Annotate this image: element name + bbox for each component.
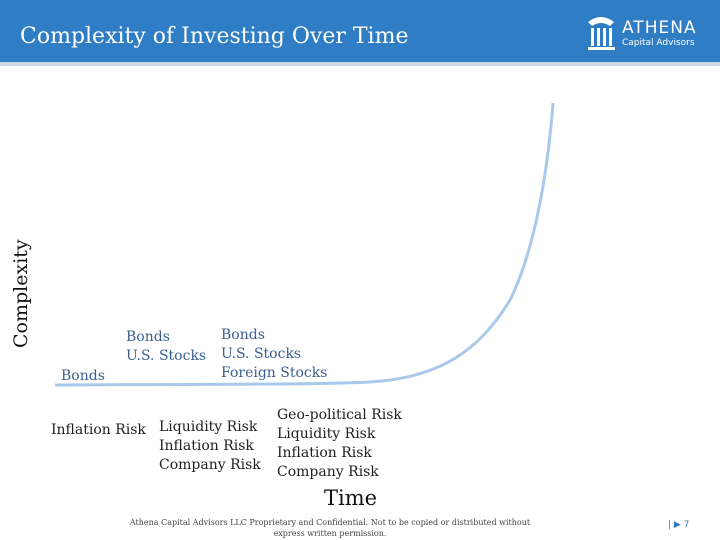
stage-3-asset: Foreign Stocks — [221, 365, 328, 381]
stage-2-risk: Inflation Risk — [159, 438, 254, 454]
stage-3-risk: Inflation Risk — [277, 445, 372, 461]
complexity-curve-line — [54, 102, 555, 387]
stage-2-risks: Liquidity Risk Inflation Risk Company Ri… — [159, 418, 261, 475]
stage-1-risk: Inflation Risk — [51, 422, 146, 438]
logo-name: ATHENA — [622, 18, 697, 38]
stage-2-risk: Liquidity Risk — [159, 419, 258, 435]
stage-3-risks: Geo-political Risk Liquidity Risk Inflat… — [277, 406, 402, 482]
x-axis-label: Time — [324, 486, 378, 510]
stage-2-risk: Company Risk — [159, 457, 261, 473]
stage-3-asset: U.S. Stocks — [221, 346, 302, 362]
page-title: Complexity of Investing Over Time — [20, 24, 409, 49]
stage-3-asset: Bonds — [221, 327, 265, 343]
header-divider — [0, 62, 720, 66]
logo-subtitle: Capital Advisors — [622, 38, 695, 48]
page-number: | ▶ 7 — [668, 520, 690, 530]
stage-1-assets: Bonds — [61, 367, 105, 386]
stage-3-assets: Bonds U.S. Stocks Foreign Stocks — [221, 326, 327, 383]
stage-3-risk: Liquidity Risk — [277, 426, 376, 442]
confidentiality-footer: Athena Capital Advisors LLC Proprietary … — [110, 517, 550, 539]
stage-2-asset: U.S. Stocks — [126, 348, 207, 364]
footer-line-1: Athena Capital Advisors LLC Proprietary … — [129, 518, 531, 527]
stage-2-assets: Bonds U.S. Stocks — [126, 328, 206, 366]
athena-logo: ATHENA Capital Advisors — [584, 14, 714, 54]
stage-1-risks: Inflation Risk — [51, 421, 146, 440]
stage-3-risk: Geo-political Risk — [277, 407, 402, 423]
stage-2-asset: Bonds — [126, 329, 170, 345]
footer-line-2: express written permission. — [273, 529, 387, 538]
stage-1-asset: Bonds — [61, 368, 105, 384]
athena-owl-icon — [588, 17, 615, 50]
stage-3-risk: Company Risk — [277, 464, 379, 480]
